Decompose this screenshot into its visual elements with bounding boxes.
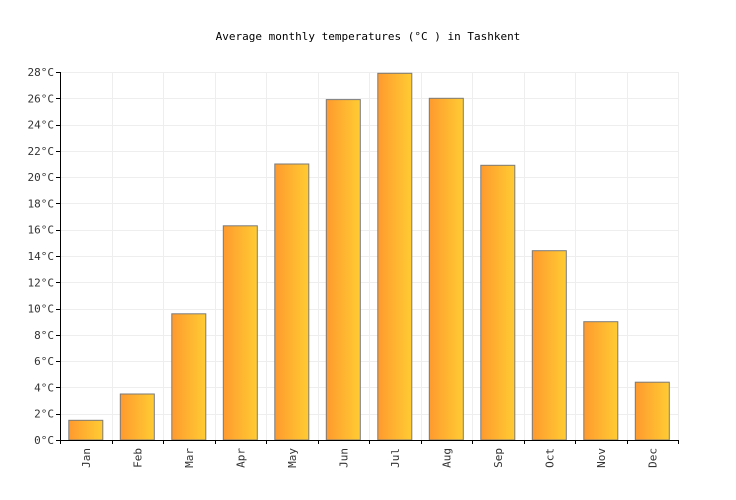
bar-aug bbox=[428, 97, 464, 441]
y-axis-tick-labels: 0°C 2°C 4°C 6°C 8°C 10°C 12°C 14°C 16°C 18°C 20°C 2… bbox=[28, 66, 55, 447]
x-tick-label: Aug bbox=[440, 448, 453, 468]
y-tick-label: 2°C bbox=[34, 408, 54, 421]
y-tick-label: 22°C bbox=[28, 145, 55, 158]
y-tick-label: 20°C bbox=[28, 171, 55, 184]
x-tick-label: Oct bbox=[543, 448, 556, 468]
y-tick-label: 12°C bbox=[28, 276, 55, 289]
bar-mar bbox=[171, 313, 207, 441]
bar-may bbox=[274, 163, 310, 441]
bar-dec bbox=[634, 381, 670, 441]
x-tick-label: Jun bbox=[337, 448, 350, 468]
bar-nov bbox=[583, 321, 619, 441]
y-tick-label: 6°C bbox=[34, 355, 54, 368]
x-tick-label: Feb bbox=[131, 448, 144, 468]
grid-lines bbox=[60, 72, 679, 441]
x-tick-label: May bbox=[286, 448, 299, 468]
y-tick-label: 18°C bbox=[28, 197, 55, 210]
x-tick-label: Jul bbox=[389, 448, 402, 468]
y-tick-label: 4°C bbox=[34, 381, 54, 394]
chart-title: Average monthly temperatures (°C ) in Ta… bbox=[216, 30, 521, 43]
x-tick-label: Mar bbox=[183, 448, 196, 468]
x-tick-label: Nov bbox=[595, 448, 608, 468]
x-tick-label: Dec bbox=[646, 448, 659, 468]
x-axis-tick-labels: Jan Feb Mar Apr May Jun Jul Aug Sep Oct Nov Dec bbox=[80, 448, 659, 468]
bar-jan bbox=[68, 419, 104, 441]
y-tick-label: 10°C bbox=[28, 303, 55, 316]
bar-jul bbox=[377, 72, 413, 441]
x-tick-label: Jan bbox=[80, 448, 93, 468]
y-tick-label: 28°C bbox=[28, 66, 55, 79]
x-tick-label: Apr bbox=[234, 448, 247, 468]
y-tick-label: 26°C bbox=[28, 92, 55, 105]
y-tick-label: 8°C bbox=[34, 329, 54, 342]
y-tick-label: 24°C bbox=[28, 119, 55, 132]
bar-oct bbox=[531, 250, 567, 441]
bar-apr bbox=[222, 225, 258, 441]
bar-feb bbox=[119, 393, 155, 441]
axes bbox=[56, 72, 679, 444]
x-tick-label: Sep bbox=[492, 448, 505, 468]
bar-jun bbox=[325, 99, 361, 441]
bar-sep bbox=[480, 164, 516, 441]
y-tick-label: 14°C bbox=[28, 250, 55, 263]
y-tick-label: 0°C bbox=[34, 434, 54, 447]
bars bbox=[68, 72, 670, 441]
y-tick-label: 16°C bbox=[28, 224, 55, 237]
